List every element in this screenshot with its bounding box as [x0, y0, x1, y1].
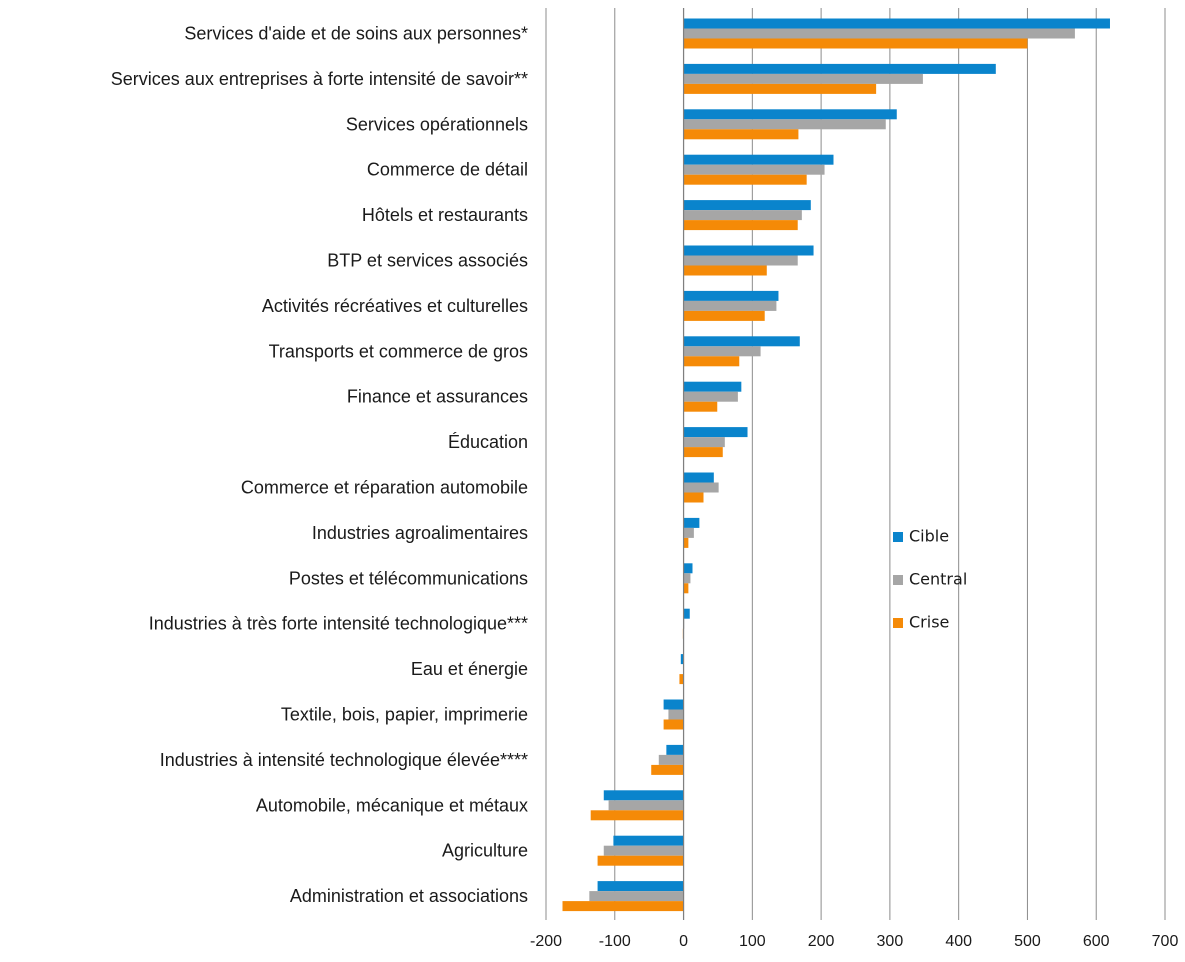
- bar: [683, 336, 800, 347]
- bar: [683, 563, 693, 574]
- y-tick-label: Administration et associations: [290, 886, 528, 906]
- bar: [683, 608, 690, 619]
- bar: [683, 245, 814, 256]
- bar: [683, 109, 897, 120]
- bar: [683, 573, 691, 584]
- bar: [683, 129, 799, 140]
- bar: [683, 38, 1028, 49]
- bar: [683, 200, 811, 211]
- bar: [683, 401, 718, 412]
- legend-swatch: [893, 575, 903, 585]
- y-tick-label: Activités récréatives et culturelles: [262, 296, 528, 316]
- bar: [683, 174, 807, 185]
- bar: [683, 346, 761, 357]
- bar: [603, 790, 684, 801]
- bar: [666, 744, 684, 755]
- bar: [663, 699, 684, 710]
- bar: [683, 290, 779, 301]
- legend-label: Crise: [909, 613, 949, 632]
- bar: [683, 492, 704, 503]
- bar: [679, 674, 684, 685]
- bar: [683, 164, 825, 175]
- y-tick-label: BTP et services associés: [327, 250, 528, 270]
- y-tick-label: Agriculture: [442, 841, 528, 861]
- y-tick-label: Services opérationnels: [346, 114, 528, 134]
- y-tick-label: Éducation: [448, 432, 528, 452]
- bar: [683, 447, 723, 458]
- bar: [683, 83, 877, 94]
- bar: [683, 63, 996, 74]
- x-tick-label: 200: [808, 933, 835, 950]
- bar: [683, 356, 740, 367]
- bar: [683, 119, 886, 130]
- bar: [663, 719, 684, 730]
- x-tick-label: 500: [1014, 933, 1041, 950]
- legend-label: Central: [909, 570, 967, 589]
- y-tick-label: Industries à intensité technologique éle…: [160, 750, 528, 770]
- bar: [680, 654, 684, 665]
- legend-swatch: [893, 618, 903, 628]
- bar: [668, 709, 684, 720]
- bar: [683, 28, 1075, 39]
- bar: [683, 210, 802, 221]
- x-tick-label: 100: [739, 933, 766, 950]
- bar: [562, 901, 684, 912]
- bar: [683, 220, 798, 231]
- bar: [683, 255, 798, 266]
- bar: [603, 845, 684, 856]
- y-tick-label: Industries à très forte intensité techno…: [149, 614, 528, 634]
- y-tick-label: Services aux entreprises à forte intensi…: [111, 69, 528, 89]
- x-tick-label: 700: [1152, 933, 1179, 950]
- y-tick-label: Industries agroalimentaires: [312, 523, 528, 543]
- bar: [683, 18, 1110, 29]
- bar: [683, 391, 738, 402]
- y-tick-label: Commerce et réparation automobile: [241, 477, 528, 497]
- bar: [590, 810, 684, 821]
- bar: [683, 73, 923, 84]
- bar: [683, 381, 742, 392]
- bar: [683, 300, 777, 311]
- y-tick-label: Services d'aide et de soins aux personne…: [184, 23, 528, 43]
- bar: [683, 527, 694, 538]
- x-tick-label: -100: [599, 933, 631, 950]
- y-tick-label: Transports et commerce de gros: [269, 341, 528, 361]
- legend-label: Cible: [909, 527, 949, 546]
- x-tick-label: 300: [877, 933, 904, 950]
- y-tick-label: Textile, bois, papier, imprimerie: [281, 704, 528, 724]
- y-tick-label: Hôtels et restaurants: [362, 205, 528, 225]
- x-tick-label: 400: [945, 933, 972, 950]
- bar: [683, 583, 689, 594]
- bar: [683, 437, 725, 448]
- bar: [608, 800, 684, 811]
- x-tick-label: -200: [530, 933, 562, 950]
- bar: [597, 855, 684, 866]
- bar: [683, 154, 834, 165]
- bar: [683, 427, 748, 438]
- y-tick-label: Commerce de détail: [367, 160, 528, 180]
- y-tick-label: Finance et assurances: [347, 387, 528, 407]
- legend-swatch: [893, 532, 903, 542]
- x-tick-label: 600: [1083, 933, 1110, 950]
- bar: [589, 891, 684, 902]
- bar: [683, 472, 714, 483]
- bar: [683, 482, 719, 493]
- bar: [683, 537, 689, 548]
- x-tick-label: 0: [679, 933, 688, 950]
- bar: [683, 265, 767, 276]
- y-tick-label: Automobile, mécanique et métaux: [256, 795, 528, 815]
- bar: [683, 517, 700, 528]
- y-tick-label: Eau et énergie: [411, 659, 528, 679]
- bar: [651, 764, 684, 775]
- bar: [658, 754, 684, 765]
- bar: [683, 310, 765, 321]
- bar: [597, 881, 684, 892]
- bar: [613, 835, 684, 846]
- y-tick-label: Postes et télécommunications: [289, 568, 528, 588]
